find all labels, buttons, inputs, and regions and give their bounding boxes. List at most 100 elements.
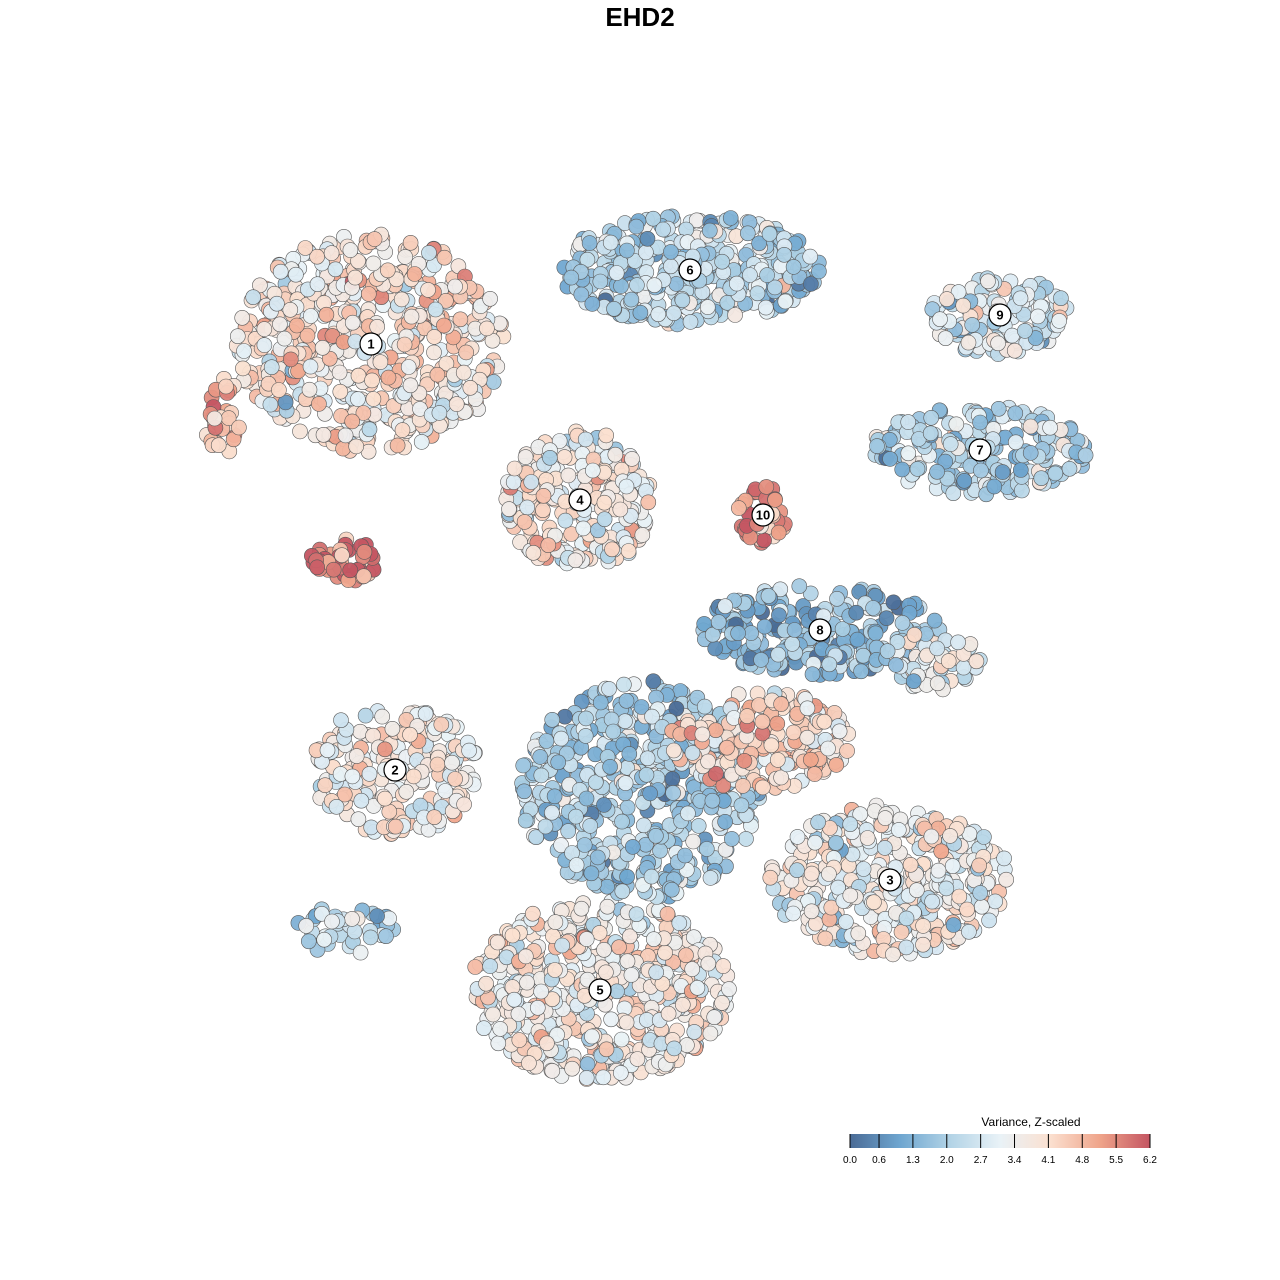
data-point [771,607,787,624]
data-point [757,299,774,316]
data-point [519,499,536,516]
data-point [426,809,443,826]
data-point [210,437,227,454]
data-point [668,700,685,717]
data-point [628,218,645,235]
data-point [701,222,718,239]
data-point [708,765,724,782]
data-point [802,751,819,768]
data-point [262,396,279,413]
data-point [544,711,561,728]
data-point [516,514,533,530]
data-point [690,818,707,834]
data-point [980,273,996,290]
data-point [1012,462,1029,478]
data-point [939,291,955,307]
data-point [598,427,615,444]
data-point [714,995,730,1011]
data-point [461,742,477,759]
data-point [619,868,635,885]
data-point [700,955,717,972]
data-point [618,692,635,709]
data-point [389,437,406,454]
data-point [609,983,625,1000]
data-point [633,699,650,715]
data-point [506,460,523,477]
data-point [730,625,746,642]
data-point [402,377,419,394]
data-point [866,894,882,911]
data-point [933,843,950,860]
data-point [550,754,567,771]
data-point [773,696,789,712]
data-point [773,769,789,786]
data-point [621,746,638,762]
data-point [377,790,393,807]
data-point [944,858,961,874]
data-point [623,967,640,983]
data-point [789,862,805,879]
data-point [956,472,973,489]
data-point [315,426,332,443]
data-point [517,449,534,465]
data-point [1022,445,1039,461]
data-point [599,878,615,895]
data-point [961,923,977,940]
data-point [365,255,382,272]
data-point [735,778,751,794]
data-point [1022,418,1039,435]
data-point [772,581,789,598]
data-point [785,724,802,741]
data-point [403,308,420,325]
data-point [906,626,923,643]
data-point [867,625,884,642]
data-point [1006,342,1023,359]
data-point [950,634,966,651]
data-point [501,501,517,517]
data-point [476,1020,492,1036]
data-point [324,913,340,930]
data-point [297,240,314,256]
data-point [617,713,633,730]
data-point [791,578,808,595]
data-point [429,366,446,383]
data-point [256,337,273,353]
data-point [579,1056,596,1072]
data-point [535,502,551,519]
cluster-label-badge [568,488,592,512]
data-point [602,234,619,251]
legend-tick-label: 2.7 [974,1155,988,1166]
data-point [269,295,285,312]
data-point [739,708,756,724]
data-point [433,716,450,733]
data-point [282,301,299,318]
data-point [638,244,654,261]
data-point [553,837,569,853]
data-point [902,856,919,873]
data-point [929,463,945,480]
color-legend: Variance, Z-scaled 0.0 0.6 1.3 2.0 2.7 3.4 4.1… [843,1115,1157,1166]
data-point [335,440,351,457]
data-point [717,813,733,830]
data-point [236,343,252,359]
data-point [634,527,651,543]
data-point [799,729,816,746]
cluster-labels-layer: 1 2 3 4 5 6 7 8 9 10 [359,258,1012,1002]
data-point [272,316,288,333]
data-point [604,541,620,558]
data-point [806,766,823,782]
data-point [328,798,345,815]
data-point [821,866,837,882]
data-point [915,936,931,953]
data-point [584,1028,600,1045]
data-point [739,225,756,242]
data-point [427,301,444,318]
data-point [1042,419,1058,436]
data-point [973,898,990,915]
data-point [516,783,533,800]
data-point [645,931,662,948]
data-point [263,359,280,376]
data-point [698,841,715,857]
data-point [381,803,398,820]
